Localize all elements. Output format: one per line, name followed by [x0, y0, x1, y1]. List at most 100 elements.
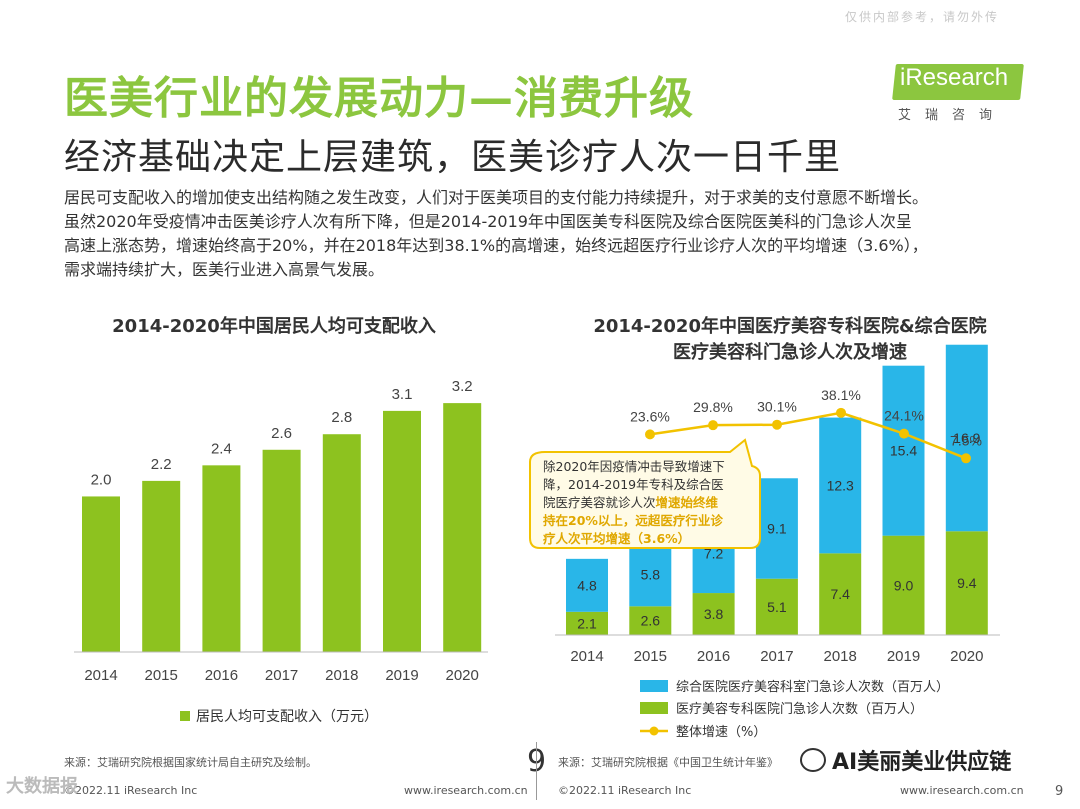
income-legend-swatch: [180, 711, 190, 721]
specialist-bar: [755, 578, 798, 635]
specialist-value-label: 9.4: [957, 575, 977, 591]
general-value-label: 5.8: [641, 566, 661, 582]
iresearch-logo: iResearch 艾瑞咨询: [880, 58, 1030, 128]
general-bar: [945, 344, 988, 532]
footer-divider: [536, 742, 537, 800]
income-value-label: 2.4: [211, 440, 232, 457]
growth-point: [708, 420, 718, 431]
income-bar: [82, 496, 120, 652]
specialist-bar: [629, 606, 672, 635]
general-value-label: 7.2: [704, 545, 724, 561]
intro-paragraph: 居民可支配收入的增加使支出结构随之发生改变，人们对于医美项目的支付能力持续提升，…: [64, 186, 1034, 282]
right-copyright: ©2022.11 iResearch Inc: [558, 784, 692, 797]
income-year-tick: 2020: [446, 667, 479, 684]
page-subtitle: 经济基础决定上层建筑，医美诊疗人次一日千里: [64, 137, 842, 178]
annotation-line: 除2020年因疫情冲击导致增速下: [543, 459, 725, 474]
bottom-watermark-logo: 大数据报: [6, 776, 78, 797]
annotation-span: 院医疗美容就诊人次: [543, 495, 656, 510]
general-bar: [629, 542, 672, 607]
income-value-label: 2.0: [91, 471, 112, 488]
specialist-value-label: 2.6: [641, 613, 661, 629]
visits-chart-title: 2014-2020年中国医疗美容专科医院&综合医院 医疗美容科门急诊人次及增速: [540, 314, 1040, 366]
growth-point: [899, 428, 909, 439]
specialist-value-label: 5.1: [767, 599, 787, 615]
legend-swatch-general: [640, 680, 668, 692]
specialist-bar: [692, 593, 735, 635]
logo-subtext: 艾瑞咨询: [898, 108, 1007, 123]
visits-year-tick: 2016: [697, 648, 730, 665]
income-year-tick: 2017: [265, 667, 298, 684]
specialist-value-label: 7.4: [830, 586, 850, 602]
growth-value-label: 24.1%: [884, 408, 924, 424]
income-bar: [322, 434, 361, 652]
visits-year-tick: 2015: [634, 648, 667, 665]
growth-point: [772, 419, 782, 430]
right-url[interactable]: www.iresearch.com.cn: [900, 784, 1024, 797]
wechat-account-name: AI美丽美业供应链: [832, 750, 1012, 775]
growth-point: [836, 407, 846, 418]
income-bar: [443, 403, 482, 652]
logo-text: iResearch: [900, 64, 1009, 91]
specialist-value-label: 3.8: [704, 606, 724, 622]
general-value-label: 15.4: [890, 443, 917, 459]
income-year-tick: 2015: [145, 667, 178, 684]
income-bar: [262, 449, 301, 652]
income-year-tick: 2014: [84, 667, 117, 684]
right-source-note: 来源：艾瑞研究院根据《中国卫生统计年鉴》: [558, 756, 778, 769]
annotation-line: 院医疗美容就诊人次增速始终维: [543, 495, 719, 510]
income-bar: [142, 480, 181, 652]
general-value-label: 12.3: [827, 477, 854, 493]
visits-stacked-chart: 2.1 4.8 2014 2.6 5.8 2015 3.8 7.2 2016 5.1 9.1 2017…: [529, 344, 1000, 740]
annotation-span-highlight: 增速始终维: [656, 495, 719, 510]
growth-point: [645, 429, 655, 440]
general-bar: [819, 417, 862, 554]
visits-year-tick: 2014: [570, 648, 603, 665]
income-value-label: 2.8: [331, 409, 352, 426]
income-year-tick: 2019: [385, 667, 418, 684]
visits-year-tick: 2017: [760, 648, 793, 665]
income-value-label: 3.1: [392, 386, 413, 403]
right-page-number: 9: [1055, 784, 1064, 799]
confidential-watermark: 仅供内部参考，请勿外传: [845, 10, 1000, 24]
left-copyright: ©2022.11 iResearch Inc: [64, 784, 198, 797]
specialist-bar: [945, 531, 988, 635]
legend-swatch-growth-dot: [649, 726, 659, 736]
intro-line: 需求端持续扩大，医美行业进入高景气发展。: [64, 260, 385, 279]
wechat-icon: [800, 748, 826, 772]
income-bar: [202, 465, 241, 652]
growth-value-label: 38.1%: [821, 387, 861, 403]
income-bar-chart: 2.0 2014 2.2 2015 2.4 2016 2.6 2017 2.8 2018 3.1 20…: [74, 378, 488, 725]
income-year-tick: 2016: [205, 667, 238, 684]
left-source-note: 来源：艾瑞研究院根据国家统计局自主研究及绘制。: [64, 756, 317, 769]
legend-label-growth: 整体增速（%）: [676, 725, 766, 740]
growth-value-label: 23.6%: [630, 408, 670, 424]
specialist-bar: [882, 535, 925, 635]
visits-chart-title-line: 2014-2020年中国医疗美容专科医院&综合医院: [593, 316, 987, 337]
specialist-bar: [819, 553, 862, 635]
general-value-label: 9.1: [767, 520, 787, 536]
income-value-label: 2.6: [271, 425, 292, 442]
visits-chart-title-line: 医疗美容科门急诊人次及增速: [673, 342, 907, 363]
income-bar: [383, 410, 421, 652]
income-value-label: 3.2: [452, 378, 473, 395]
general-bar: [882, 365, 925, 536]
general-value-label: 4.8: [577, 577, 597, 593]
intro-line: 高速上涨态势，增速始终高于20%，并在2018年达到38.1%的高增速，始终远超…: [64, 236, 928, 255]
left-url[interactable]: www.iresearch.com.cn: [404, 784, 528, 797]
income-legend-label: 居民人均可支配收入（万元）: [196, 709, 378, 725]
income-chart-title: 2014-2020年中国居民人均可支配收入: [112, 316, 436, 337]
specialist-value-label: 2.1: [577, 615, 597, 631]
annotation-line-highlight: 持在20%以上，远超医疗行业诊: [543, 513, 723, 528]
intro-line: 居民可支配收入的增加使支出结构随之发生改变，人们对于医美项目的支付能力持续提升，…: [64, 188, 929, 207]
general-bar: [566, 558, 608, 612]
specialist-bar: [566, 611, 608, 635]
legend-swatch-specialist: [640, 702, 668, 714]
visits-year-tick: 2018: [824, 648, 857, 665]
annotation-callout-box: [529, 438, 761, 549]
general-value-label: 16.9: [953, 430, 980, 446]
income-value-label: 2.2: [151, 456, 172, 473]
annotation-line-highlight: 疗人次平均增速（3.6%）: [543, 531, 690, 546]
legend-label-specialist: 医疗美容专科医院门急诊人次数（百万人）: [676, 701, 923, 717]
growth-line: [649, 411, 967, 460]
annotation-line: 降，2014-2019年专科及综合医: [543, 477, 724, 492]
